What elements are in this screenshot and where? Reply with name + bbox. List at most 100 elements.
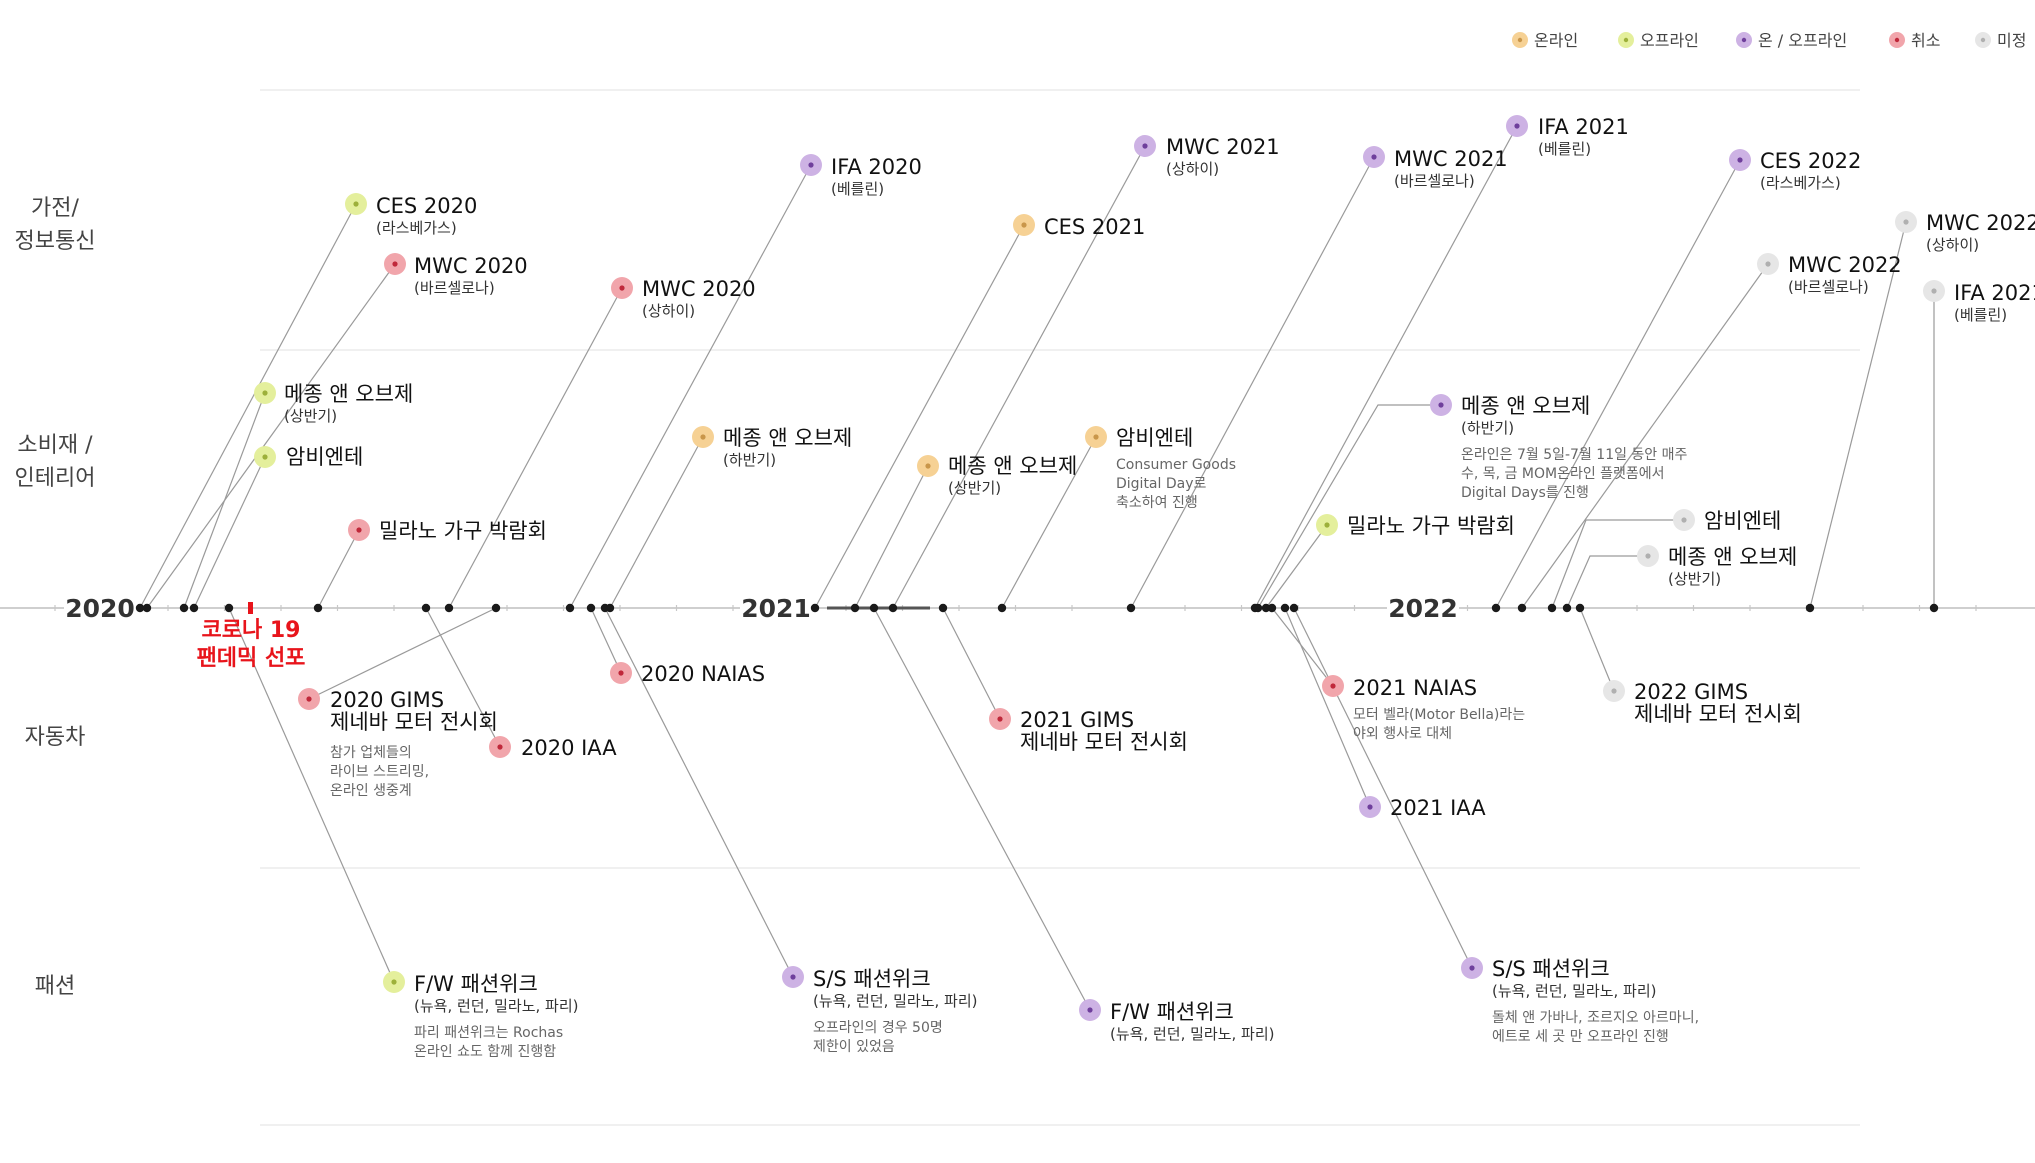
event-title-fw2020: F/W 패션위크	[414, 972, 538, 996]
marker-center-fw2021	[1087, 1007, 1093, 1013]
marker-center-mwc2020bcn	[392, 261, 398, 267]
axis-dot-fw2020	[224, 603, 234, 613]
event-sub-gims2021: 제네바 모터 전시회	[1020, 730, 1188, 754]
marker-center-gims2021	[997, 716, 1003, 722]
marker-center-mwc2022sh	[1903, 219, 1909, 225]
axis-dot-iaa2021	[1280, 603, 1290, 613]
marker-center-ambiente2020	[262, 454, 268, 460]
event-note-gims2020: 온라인 생중계	[330, 783, 412, 799]
event-title-mwc2020bcn: MWC 2020	[414, 254, 528, 278]
pandemic-marker	[248, 602, 253, 614]
year-label-2021: 2021	[741, 594, 811, 623]
axis-dot-mwc2021bcn	[1126, 603, 1136, 613]
event-title-ifa2020: IFA 2020	[831, 155, 922, 179]
event-title-naias2021: 2021 NAIAS	[1353, 676, 1477, 700]
event-title-mwc2022bcn: MWC 2022	[1788, 253, 1902, 277]
marker-center-iaa2020	[497, 744, 503, 750]
connector-mo2020h2	[609, 436, 704, 609]
event-sub-mo2022: (상반기)	[1668, 570, 1721, 588]
axis-dot-mo2021h1	[850, 603, 860, 613]
event-title-mo2022: 메종 앤 오브제	[1668, 545, 1797, 569]
event-sub-ss2021: (뉴욕, 런던, 밀라노, 파리)	[813, 992, 978, 1010]
marker-center-ifa2021b	[1931, 288, 1937, 294]
connector-naias2021	[1271, 607, 1334, 687]
event-sub-mwc2022bcn: (바르셀로나)	[1788, 278, 1869, 296]
event-title-ambiente2021: 암비엔테	[1116, 426, 1193, 450]
legend-label-cancel: 취소	[1911, 31, 1940, 50]
axis-dot-fw2021	[869, 603, 879, 613]
event-note-ambiente2021: Consumer Goods	[1116, 457, 1236, 473]
marker-center-ss2021	[790, 974, 796, 980]
axis-dot-gims2021	[938, 603, 948, 613]
event-title-ces2020: CES 2020	[376, 194, 477, 218]
event-title-ifa2021b: IFA 2021	[1954, 281, 2035, 305]
connector-ambiente2021	[1001, 436, 1097, 609]
event-sub-ifa2020: (베를린)	[831, 180, 884, 198]
category-label-fashion: 패션	[35, 974, 75, 999]
connector-milano2021	[1265, 524, 1328, 609]
connector-fw2021	[873, 607, 1091, 1011]
event-title-iaa2021: 2021 IAA	[1390, 796, 1486, 820]
event-sub-mwc2021sh: (상하이)	[1166, 160, 1219, 178]
marker-center-ifa2020	[808, 162, 814, 168]
axis-dot-ambiente2021	[997, 603, 1007, 613]
connector-mwc2020bcn	[146, 263, 396, 609]
axis-dot-gims2020	[491, 603, 501, 613]
event-title-ss2021: S/S 패션위크	[813, 967, 931, 991]
event-title-mo2020: 메종 앤 오브제	[284, 382, 413, 406]
connector-naias2020	[590, 607, 622, 674]
event-sub-mwc2021bcn: (바르셀로나)	[1394, 172, 1475, 190]
connector-ifa2020	[569, 164, 812, 609]
connector-mwc2020sh	[448, 287, 623, 609]
category-label-electronics: 가전/정보통신	[15, 196, 96, 254]
event-note-ss2021: 오프라인의 경우 50명	[813, 1020, 943, 1036]
legend: 온라인 오프라인 온 / 오프라인 취소 미정	[1512, 31, 2026, 50]
event-title-iaa2020: 2020 IAA	[521, 736, 617, 760]
marker-center-ambiente2021	[1093, 434, 1099, 440]
axis-dot-ambiente2022	[1547, 603, 1557, 613]
legend-label-online: 온라인	[1534, 31, 1578, 50]
marker-center-naias2021	[1330, 683, 1336, 689]
event-title-mo2021h1: 메종 앤 오브제	[948, 454, 1077, 478]
event-title-ifa2021a: IFA 2021	[1538, 115, 1629, 139]
connector-ss2022	[1293, 607, 1473, 969]
marker-center-mwc2022bcn	[1765, 261, 1771, 267]
connector-gims2022	[1579, 607, 1615, 692]
axis-dot-ifa2021b	[1929, 603, 1939, 613]
marker-center-ss2022	[1469, 965, 1475, 971]
connector-ces2022	[1495, 159, 1741, 609]
connector-iaa2020	[425, 607, 501, 748]
marker-center-mo2020h2	[700, 434, 706, 440]
event-note-ambiente2021: 축소하여 진행	[1116, 495, 1198, 511]
marker-center-gims2022	[1611, 688, 1617, 694]
event-sub-ifa2021a: (베를린)	[1538, 140, 1591, 158]
event-title-gims2021: 2021 GIMS	[1020, 708, 1134, 732]
legend-swatch-dot-undecided	[1980, 37, 1986, 43]
marker-center-ifa2021a	[1514, 123, 1520, 129]
connector-iaa2021	[1284, 607, 1371, 808]
year-label-2022: 2022	[1388, 594, 1458, 623]
event-sub-ifa2021b: (베를린)	[1954, 306, 2007, 324]
axis-dot-iaa2020	[421, 603, 431, 613]
event-note-naias2021: 야외 행사로 대체	[1353, 726, 1452, 742]
legend-label-offline: 오프라인	[1640, 31, 1699, 50]
marker-center-ambiente2022	[1681, 517, 1687, 523]
connector-fw2020	[228, 607, 395, 983]
event-sub-ss2022: (뉴욕, 런던, 밀라노, 파리)	[1492, 982, 1657, 1000]
marker-center-mo2021h1	[925, 463, 931, 469]
pandemic-label-line: 팬데믹 선포	[197, 646, 306, 671]
event-connectors	[139, 125, 1935, 1011]
axis-dot-mwc2020sh	[444, 603, 454, 613]
connector-milano2020	[317, 529, 360, 609]
axis-dot-mwc2020bcn	[142, 603, 152, 613]
event-title-naias2020: 2020 NAIAS	[641, 662, 765, 686]
category-label-line: 인테리어	[15, 466, 96, 491]
marker-center-mo2022	[1645, 553, 1651, 559]
marker-center-gims2020	[306, 696, 312, 702]
event-note-mo2021h2: Digital Days를 진행	[1461, 485, 1589, 501]
event-sub-ces2022: (라스베가스)	[1760, 174, 1841, 192]
legend-swatch-dot-both	[1741, 37, 1747, 43]
connector-mo2020	[183, 392, 266, 609]
connector-ss2021	[604, 607, 794, 978]
